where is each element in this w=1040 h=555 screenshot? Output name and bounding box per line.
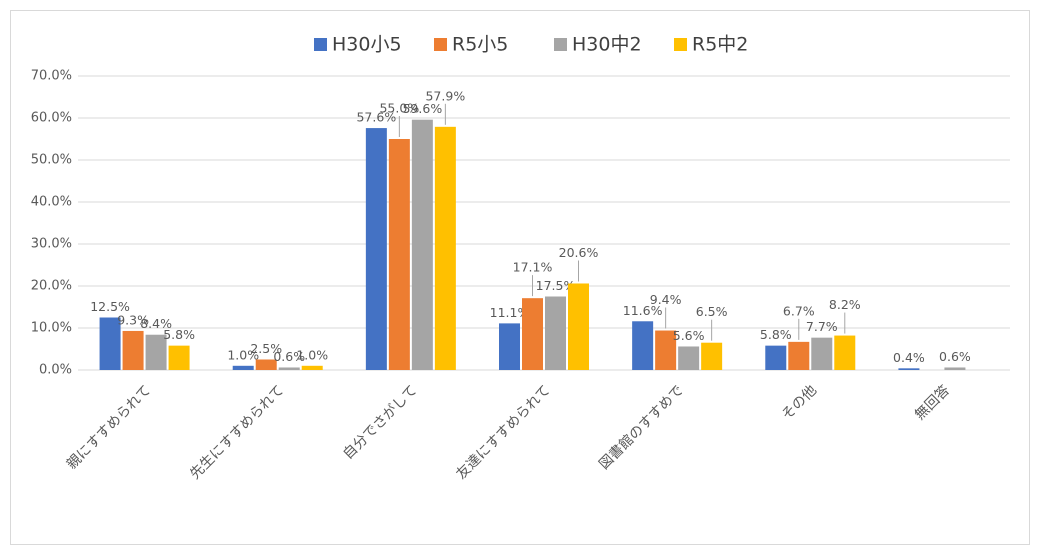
bar: [301, 365, 323, 370]
legend-label: H30中2: [572, 34, 642, 56]
legend-swatch: [434, 38, 447, 51]
value-label: 12.5%: [90, 299, 130, 314]
value-label: 57.6%: [356, 110, 396, 125]
value-label: 8.4%: [140, 316, 172, 331]
bar: [701, 342, 723, 370]
legend-swatch: [674, 38, 687, 51]
value-label: 2.5%: [250, 341, 282, 356]
bar: [411, 119, 433, 371]
value-label: 11.1%: [490, 305, 530, 320]
bar: [255, 359, 277, 370]
bar: [788, 341, 810, 370]
bar: [522, 298, 543, 370]
bar: [232, 365, 254, 370]
bar: [545, 296, 566, 370]
legend-swatch: [314, 38, 327, 51]
bar: [944, 367, 966, 370]
legend-label: H30小5: [332, 34, 402, 56]
y-tick-label: 30.0%: [31, 237, 72, 252]
bar: [898, 368, 920, 370]
value-label: 5.8%: [760, 327, 792, 342]
y-tick-label: 50.0%: [31, 153, 72, 168]
y-tick-label: 20.0%: [31, 279, 72, 294]
bar: [388, 139, 410, 370]
bar: [499, 323, 520, 370]
value-label: 7.7%: [806, 319, 838, 334]
value-label: 57.9%: [425, 88, 465, 103]
value-label: 0.4%: [893, 350, 925, 365]
legend-label: R5小5: [452, 34, 508, 56]
value-label: 17.5%: [536, 278, 576, 293]
chart-frame: [10, 10, 1030, 545]
value-label: 59.6%: [402, 101, 442, 116]
value-label: 11.6%: [623, 303, 663, 318]
value-label: 6.5%: [696, 304, 728, 319]
y-tick-label: 60.0%: [31, 111, 72, 126]
bar: [568, 283, 589, 370]
legend-swatch: [554, 38, 567, 51]
bar: [678, 346, 700, 370]
y-tick-label: 10.0%: [31, 321, 72, 336]
value-label: 0.6%: [273, 349, 305, 364]
bar: [834, 335, 856, 370]
bar: [765, 345, 787, 370]
value-label: 9.3%: [117, 312, 149, 327]
value-label: 20.6%: [559, 245, 599, 260]
legend-label: R5中2: [692, 34, 748, 56]
y-tick-label: 0.0%: [39, 363, 72, 378]
value-label: 55.0%: [379, 101, 419, 116]
bar: [811, 337, 833, 370]
bar: [632, 321, 654, 370]
bar: [365, 128, 387, 370]
y-tick-label: 70.0%: [31, 69, 72, 84]
value-label: 0.6%: [939, 349, 971, 364]
value-label: 5.8%: [163, 327, 195, 342]
bar: [122, 330, 144, 370]
bar: [278, 367, 300, 370]
y-tick-label: 40.0%: [31, 195, 72, 210]
value-label: 1.0%: [227, 347, 259, 362]
value-label: 1.0%: [296, 347, 328, 362]
bar: [434, 126, 456, 370]
value-label: 5.6%: [673, 328, 705, 343]
bar: [99, 317, 121, 370]
bar: [168, 345, 190, 370]
value-label: 8.2%: [829, 297, 861, 312]
value-label: 9.4%: [650, 292, 682, 307]
value-label: 17.1%: [513, 260, 553, 275]
bar: [655, 330, 677, 370]
bar: [145, 334, 167, 370]
value-label: 6.7%: [783, 303, 815, 318]
